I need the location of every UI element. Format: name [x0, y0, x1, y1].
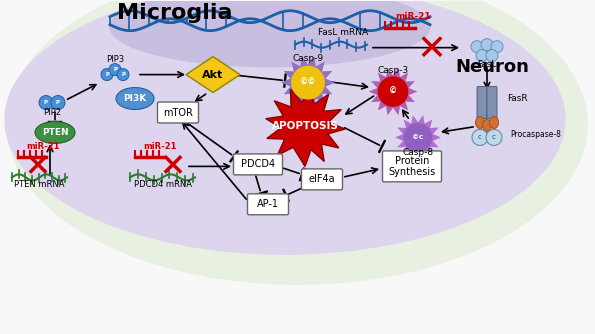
Ellipse shape	[490, 117, 499, 129]
Text: P: P	[113, 67, 117, 72]
FancyBboxPatch shape	[158, 102, 199, 123]
Text: Microglia: Microglia	[117, 3, 233, 23]
FancyBboxPatch shape	[248, 194, 289, 215]
Ellipse shape	[7, 0, 587, 284]
Text: Casp-3: Casp-3	[377, 65, 409, 74]
Circle shape	[117, 68, 129, 80]
Text: miR-21: miR-21	[395, 12, 431, 21]
Text: ©©: ©©	[300, 78, 317, 87]
Text: miR-21: miR-21	[143, 142, 177, 151]
Circle shape	[291, 65, 325, 100]
Text: Casp-8: Casp-8	[402, 148, 434, 157]
Text: APOPTOSIS: APOPTOSIS	[271, 122, 339, 132]
Text: FasR: FasR	[507, 94, 528, 103]
Ellipse shape	[475, 117, 484, 129]
Text: miR-21: miR-21	[26, 142, 60, 151]
FancyBboxPatch shape	[302, 169, 343, 190]
Circle shape	[486, 130, 502, 145]
Text: P: P	[44, 100, 48, 105]
Text: PTEN: PTEN	[42, 128, 68, 137]
Text: Neuron: Neuron	[455, 57, 529, 75]
Circle shape	[51, 96, 65, 110]
Text: PIP3: PIP3	[106, 55, 124, 63]
Polygon shape	[395, 115, 441, 160]
Text: PDCD4 mRNA: PDCD4 mRNA	[134, 180, 192, 189]
Ellipse shape	[116, 88, 154, 110]
Ellipse shape	[5, 0, 565, 254]
Text: P: P	[56, 100, 60, 105]
Text: eIF4a: eIF4a	[309, 174, 336, 184]
Polygon shape	[186, 57, 240, 93]
Circle shape	[109, 63, 121, 75]
Text: PI3K: PI3K	[123, 94, 146, 103]
Text: PTEN mRNA: PTEN mRNA	[14, 180, 64, 189]
Text: Akt: Akt	[202, 69, 224, 79]
Text: mTOR: mTOR	[163, 108, 193, 118]
Text: PDCD4: PDCD4	[241, 159, 275, 169]
Circle shape	[481, 39, 493, 51]
FancyBboxPatch shape	[383, 151, 441, 182]
Circle shape	[378, 76, 408, 107]
Circle shape	[39, 96, 53, 110]
Ellipse shape	[483, 120, 491, 132]
Ellipse shape	[35, 122, 75, 143]
FancyBboxPatch shape	[487, 87, 497, 119]
Text: AP-1: AP-1	[257, 199, 279, 209]
Circle shape	[403, 123, 433, 152]
Polygon shape	[266, 87, 345, 166]
Polygon shape	[369, 68, 417, 115]
Text: ©c: ©c	[412, 135, 424, 141]
FancyBboxPatch shape	[233, 154, 283, 175]
Text: Protein
Synthesis: Protein Synthesis	[389, 156, 436, 177]
Text: PIP2: PIP2	[43, 109, 61, 118]
Polygon shape	[281, 56, 335, 109]
Text: P: P	[121, 72, 125, 77]
Text: c: c	[478, 135, 482, 141]
Text: Casp-9: Casp-9	[292, 54, 324, 62]
Text: c: c	[492, 135, 496, 141]
Circle shape	[471, 41, 483, 53]
Circle shape	[101, 68, 113, 80]
Circle shape	[486, 50, 498, 61]
FancyBboxPatch shape	[477, 87, 487, 119]
Text: ©: ©	[389, 87, 397, 96]
Circle shape	[476, 50, 488, 61]
Text: FasL: FasL	[477, 59, 497, 68]
Ellipse shape	[110, 0, 430, 66]
Text: FasL mRNA: FasL mRNA	[318, 28, 368, 37]
Circle shape	[472, 130, 488, 145]
Text: Procaspase-8: Procaspase-8	[510, 131, 561, 140]
Circle shape	[491, 41, 503, 53]
Text: P: P	[105, 72, 109, 77]
